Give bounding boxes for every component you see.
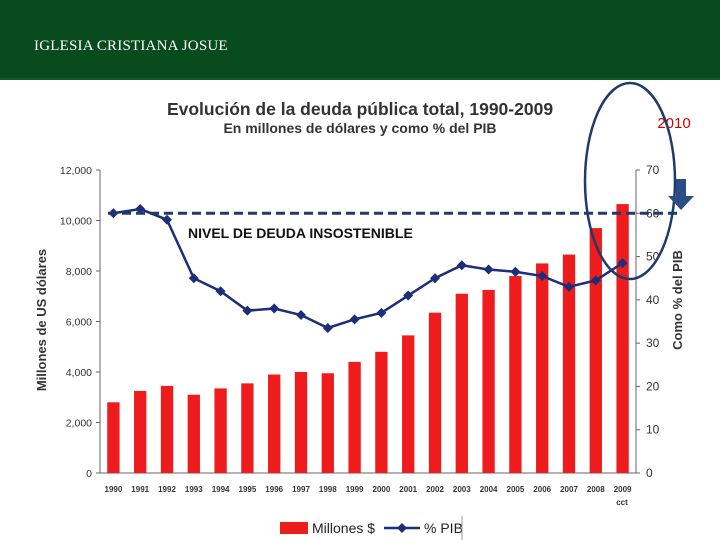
- pib-point-1996: [269, 303, 280, 314]
- annotations: NIVEL DE DEUDA INSOSTENIBLE: [108, 81, 694, 281]
- bar-1998: [321, 373, 334, 473]
- x-tick-label: 1990: [105, 485, 123, 494]
- y2-tick-label: 40: [646, 293, 660, 307]
- x-tick-footnote: cct: [616, 498, 628, 507]
- pib-point-2004: [483, 264, 494, 275]
- y-tick-label: 4,000: [66, 367, 92, 379]
- bar-1993: [187, 394, 200, 473]
- threshold-label: NIVEL DE DEUDA INSOSTENIBLE: [188, 225, 413, 241]
- bar-1991: [134, 390, 147, 473]
- highlight-year-label: 2010: [657, 115, 690, 132]
- x-tick-label: 2006: [533, 485, 551, 494]
- y-axis-label: Millones de US dólares: [34, 249, 49, 391]
- pib-point-1998: [322, 322, 333, 333]
- bar-2009: [616, 204, 629, 473]
- x-tick-label: 2009: [614, 485, 632, 494]
- bar-1996: [268, 374, 281, 473]
- x-tick-label: 1992: [158, 485, 176, 494]
- highlight-circle: [583, 81, 677, 281]
- bar-2001: [402, 335, 415, 473]
- bar-1990: [107, 402, 120, 473]
- slide-header: IGLESIA CRISTIANA JOSUE: [0, 0, 720, 80]
- y2-tick-label: 20: [646, 379, 660, 393]
- pib-line: [113, 207, 624, 330]
- legend-line-marker: [397, 523, 407, 533]
- bar-2003: [455, 293, 468, 473]
- y-tick-label: 2,000: [66, 418, 92, 430]
- pib-point-1991: [135, 203, 146, 214]
- y2-tick-label: 0: [646, 466, 653, 480]
- y-tick-label: 6,000: [66, 317, 92, 329]
- pib-point-1995: [242, 305, 253, 316]
- pib-point-2005: [510, 266, 521, 277]
- line-series: [108, 203, 628, 333]
- x-tick-label: 1993: [185, 485, 203, 494]
- bar-2008: [589, 228, 602, 473]
- x-tick-label: 2001: [399, 485, 417, 494]
- x-tick-label: 1999: [346, 485, 364, 494]
- x-tick-label: 2005: [507, 485, 525, 494]
- x-tick-labels: 1990 1991 1992 1993 1994 1995 1996 1997 1998 1999…: [105, 485, 633, 494]
- y-tick-label: 8,000: [66, 266, 92, 278]
- pib-point-1993: [188, 273, 199, 284]
- chart-subtitle: En millones de dólares y como % del PIB: [223, 120, 496, 136]
- x-tick-label: 2007: [560, 485, 578, 494]
- pib-point-2002: [430, 273, 440, 284]
- x-tick-label: 1991: [131, 485, 149, 494]
- bar-2002: [428, 312, 442, 473]
- bar-2006: [536, 263, 549, 473]
- legend: Millones $ % PIB: [280, 516, 463, 540]
- bar-2007: [562, 254, 576, 473]
- header-title: IGLESIA CRISTIANA JOSUE: [34, 38, 228, 54]
- x-tick-label: 2008: [587, 485, 605, 494]
- pib-point-2006: [537, 271, 548, 282]
- x-tick-label: 2004: [480, 485, 498, 494]
- y2-axis-label: Como % del PIB: [670, 250, 685, 350]
- bar-2000: [375, 351, 388, 473]
- x-tick-label: 1995: [239, 485, 257, 494]
- pib-point-2003: [456, 260, 467, 271]
- pib-point-2007: [564, 281, 574, 292]
- y-tick-label: 12,000: [60, 165, 92, 177]
- y-tick-label: 0: [86, 468, 92, 480]
- bar-2004: [482, 289, 495, 473]
- x-tick-label: 2002: [426, 485, 444, 494]
- x-tick-label: 2000: [373, 485, 391, 494]
- pib-point-1994: [215, 286, 226, 297]
- chart-title: Evolución de la deuda pública total, 199…: [167, 99, 553, 119]
- legend-line-label: % PIB: [424, 520, 463, 536]
- x-tick-label: 1998: [319, 485, 337, 494]
- pib-point-1999: [349, 314, 360, 325]
- pib-point-1992: [162, 214, 172, 225]
- pib-point-2000: [376, 307, 387, 318]
- y2-tick-label: 30: [646, 336, 660, 350]
- y2-tick-label: 10: [646, 423, 660, 437]
- bar-2005: [509, 276, 522, 473]
- bar-series: [107, 204, 629, 473]
- bar-1999: [348, 361, 361, 473]
- legend-bar-label: Millones $: [312, 520, 375, 536]
- x-tick-label: 2003: [453, 485, 471, 494]
- bar-1995: [241, 383, 254, 473]
- x-tick-label: 1996: [265, 485, 283, 494]
- legend-bar-swatch: [280, 522, 308, 534]
- down-arrow-icon: [668, 179, 694, 210]
- y2-tick-label: 60: [646, 206, 660, 220]
- x-tick-label: 1994: [212, 485, 230, 494]
- pib-point-2009: [617, 258, 628, 269]
- bar-1994: [214, 388, 227, 473]
- y-tick-label: 10,000: [60, 216, 92, 228]
- bar-1992: [160, 385, 174, 473]
- pib-point-2008: [590, 275, 601, 286]
- pib-point-2001: [403, 290, 414, 301]
- y2-tick-label: 70: [646, 163, 660, 177]
- bar-1997: [294, 372, 308, 473]
- debt-chart: Evolución de la deuda pública total, 199…: [34, 81, 694, 540]
- pib-point-1997: [296, 310, 306, 321]
- x-tick-label: 1997: [292, 485, 310, 494]
